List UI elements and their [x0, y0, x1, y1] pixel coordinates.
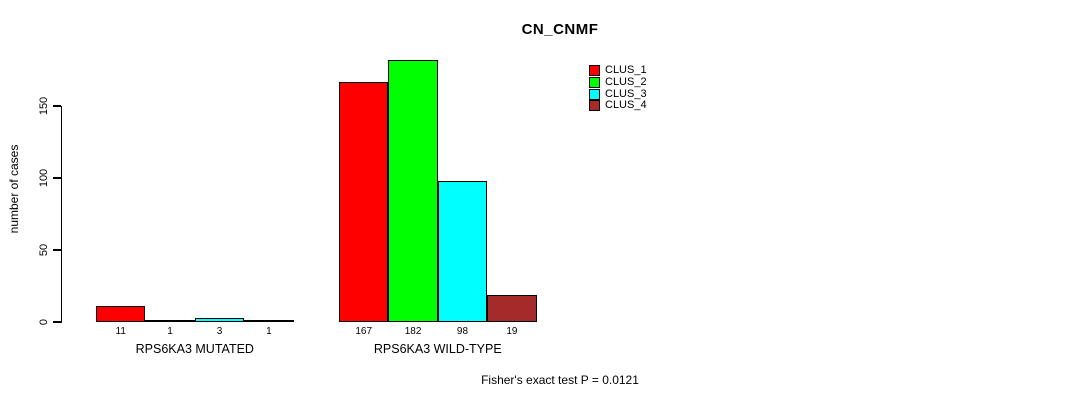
legend-swatch-clus_3 — [589, 88, 600, 100]
bar-value-label: 3 — [216, 326, 223, 337]
y-tick — [53, 249, 61, 251]
bar-value-label: 167 — [355, 326, 373, 337]
legend-swatch-clus_1 — [589, 65, 600, 76]
bar-clus_3 — [437, 180, 488, 322]
bar-clus_4 — [487, 294, 537, 322]
bar-value-label: 19 — [506, 326, 518, 337]
y-tick — [53, 177, 61, 179]
bar-value-label: 98 — [456, 326, 469, 337]
bar-value-label: 1 — [167, 326, 173, 337]
y-tick-label: 50 — [38, 243, 50, 257]
legend-swatch-clus_4 — [589, 100, 600, 112]
y-axis-label: number of cases — [7, 144, 21, 234]
bar-clus_1 — [339, 81, 389, 322]
y-tick — [53, 321, 61, 323]
chart-title: CN_CNMF — [521, 21, 599, 38]
legend-label-clus_3: CLUS_3 — [605, 87, 647, 100]
footnote: Fisher's exact test P = 0.0121 — [481, 373, 639, 387]
bar-value-label: 1 — [266, 326, 272, 337]
y-axis-line — [60, 106, 62, 323]
y-tick — [53, 105, 61, 107]
legend-swatch-clus_2 — [589, 76, 600, 88]
bar-clus_1 — [96, 306, 146, 322]
y-tick-label: 0 — [38, 318, 50, 326]
bar-clus_2 — [145, 320, 195, 323]
bar-value-label: 182 — [404, 326, 422, 337]
legend-label-clus_1: CLUS_1 — [605, 64, 647, 76]
bar-value-label: 11 — [115, 326, 126, 337]
bar-clus_3 — [194, 317, 245, 322]
legend-label-clus_2: CLUS_2 — [605, 75, 647, 88]
category-label: RPS6KA3 MUTATED — [135, 342, 254, 356]
y-tick-label: 100 — [38, 168, 50, 188]
y-tick-label: 150 — [38, 96, 50, 116]
bar-clus_4 — [244, 320, 294, 323]
bar-clus_2 — [388, 59, 438, 322]
legend-label-clus_4: CLUS_4 — [605, 99, 647, 112]
category-label: RPS6KA3 WILD-TYPE — [373, 342, 502, 356]
